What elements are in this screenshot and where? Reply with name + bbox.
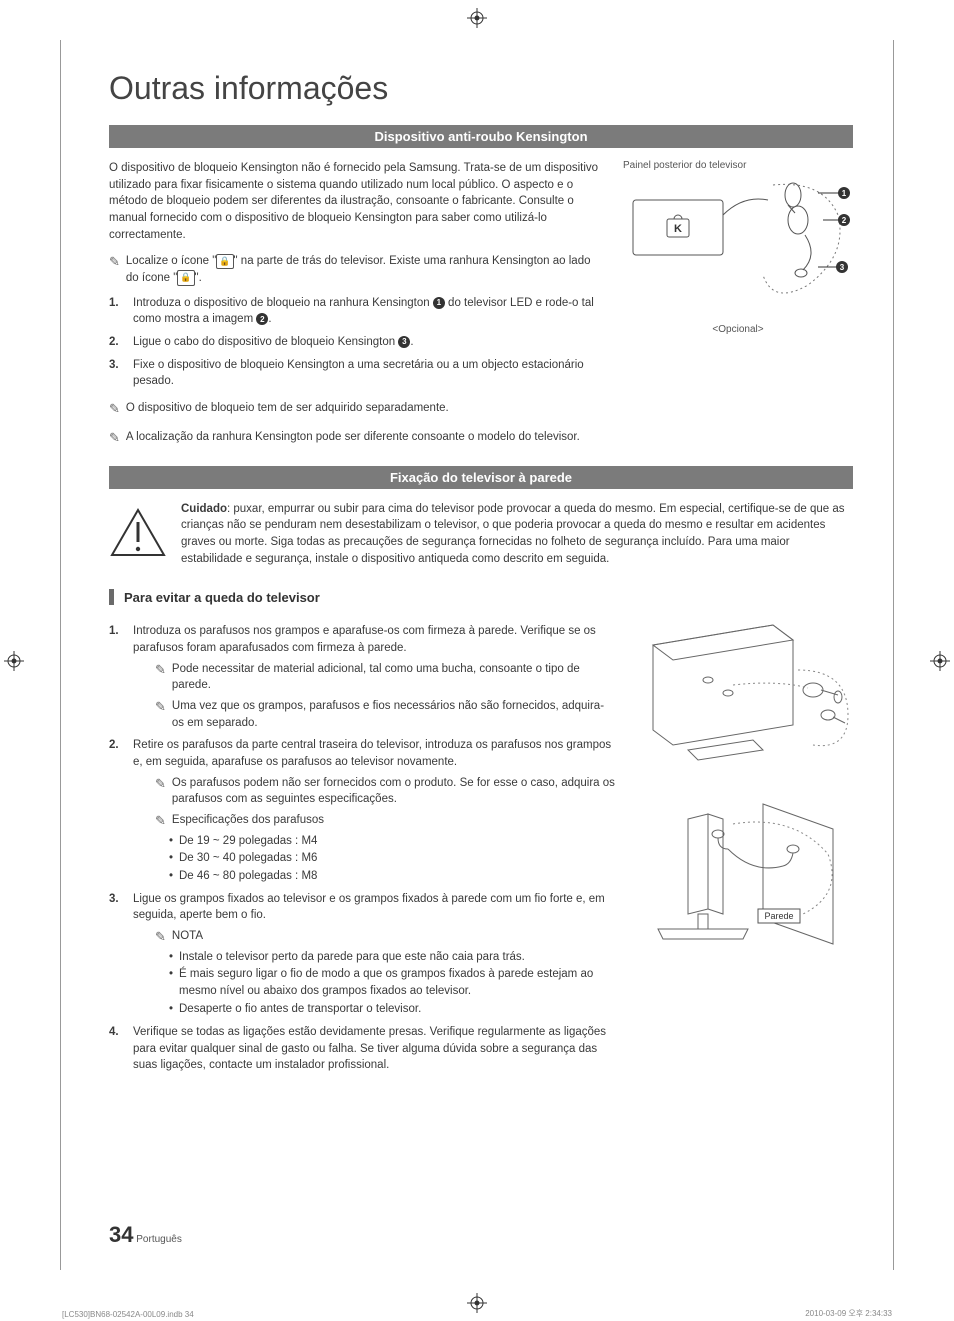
step-3: 3. Fixe o dispositivo de bloqueio Kensin… <box>109 357 605 390</box>
step-2: 2. Ligue o cabo do dispositivo de bloque… <box>109 334 605 351</box>
warning-icon <box>109 507 167 564</box>
subheading-tick-icon <box>109 589 114 605</box>
step-1: 1. Introduza o dispositivo de bloqueio n… <box>109 295 605 328</box>
note-icon: ✎ <box>155 775 166 808</box>
subheading-text: Para evitar a queda do televisor <box>124 590 320 605</box>
wall-illustrations: Parede <box>633 615 853 1074</box>
diagram-panel-label: Painel posterior do televisor <box>623 160 853 171</box>
registration-mark-icon <box>930 651 950 671</box>
locate-text: Localize o ícone "🔒" na parte de trás do… <box>126 253 605 286</box>
wall-step-2: 2. Retire os parafusos da parte central … <box>109 737 615 884</box>
note-icon: ✎ <box>109 253 120 286</box>
callout-3-icon: 3 <box>398 336 410 348</box>
section-bar-wall: Fixação do televisor à parede <box>109 466 853 489</box>
callout-2-icon: 2 <box>256 313 268 325</box>
wall-step-1: 1. Introduza os parafusos nos grampos e … <box>109 623 615 731</box>
section-bar-kensington: Dispositivo anti-roubo Kensington <box>109 125 853 148</box>
kensington-intro: O dispositivo de bloqueio Kensington não… <box>109 160 605 243</box>
wall-steps-col: 1. Introduza os parafusos nos grampos e … <box>109 615 615 1074</box>
locate-note: ✎ Localize o ícone "🔒" na parte de trás … <box>109 253 605 286</box>
svg-text:K: K <box>674 223 682 235</box>
svg-text:2: 2 <box>842 216 847 225</box>
subheading-row: Para evitar a queda do televisor <box>109 589 853 605</box>
kensington-icon: 🔒 <box>177 270 194 285</box>
svg-text:1: 1 <box>842 189 847 198</box>
wall-label: Parede <box>764 911 793 921</box>
page-frame: Outras informações Dispositivo anti-roub… <box>60 40 894 1270</box>
footer-left: [LC530]BN68-02542A-00L09.indb 34 <box>62 1310 194 1319</box>
wall-columns: 1. Introduza os parafusos nos grampos e … <box>109 615 853 1074</box>
note-icon: ✎ <box>109 429 120 448</box>
kensington-diagram: Painel posterior do televisor K <box>623 160 853 448</box>
caution-text: Cuidado: puxar, empurrar ou subir para c… <box>181 501 853 568</box>
nota-list: Instale o televisor perto da parede para… <box>169 949 615 1018</box>
nota-a: Instale o televisor perto da parede para… <box>169 949 615 966</box>
callout-1-icon: 1 <box>433 297 445 309</box>
wall-step-4: 4. Verifique se todas as ligações estão … <box>109 1024 615 1074</box>
page-content: Outras informações Dispositivo anti-roub… <box>61 40 893 1094</box>
diagram-optional-label: <Opcional> <box>623 324 853 335</box>
kensington-diagram-svg: K 1 2 3 <box>623 175 853 315</box>
registration-mark-icon <box>4 651 24 671</box>
note-icon: ✎ <box>155 698 166 731</box>
kens-note-1: ✎ O dispositivo de bloqueio tem de ser a… <box>109 400 605 419</box>
tv-wall-illustration: Parede <box>633 794 853 969</box>
screw-specs: De 19 ~ 29 polegadas : M4 De 30 ~ 40 pol… <box>169 833 615 885</box>
svg-text:3: 3 <box>840 263 845 272</box>
note-icon: ✎ <box>155 928 166 947</box>
footer-right: 2010-03-09 오후 2:34:33 <box>805 1308 892 1319</box>
registration-mark-icon <box>467 1293 487 1313</box>
kensington-row: O dispositivo de bloqueio Kensington não… <box>109 160 853 448</box>
note-icon: ✎ <box>155 661 166 694</box>
page-number: 34 Português <box>109 1222 182 1248</box>
nota-c: Desaperte o fio antes de transportar o t… <box>169 1001 615 1018</box>
caution-block: Cuidado: puxar, empurrar ou subir para c… <box>109 501 853 568</box>
page-title: Outras informações <box>109 70 853 107</box>
registration-mark-icon <box>467 8 487 28</box>
kensington-icon: 🔒 <box>216 254 233 269</box>
kensington-steps: 1. Introduza o dispositivo de bloqueio n… <box>109 295 605 390</box>
spec-1: De 19 ~ 29 polegadas : M4 <box>169 833 615 850</box>
kens-note-2: ✎ A localização da ranhura Kensington po… <box>109 429 605 448</box>
note-icon: ✎ <box>155 812 166 831</box>
wall-steps: 1. Introduza os parafusos nos grampos e … <box>109 623 615 1074</box>
spec-3: De 46 ~ 80 polegadas : M8 <box>169 868 615 885</box>
tv-back-illustration <box>633 615 853 780</box>
kensington-text: O dispositivo de bloqueio Kensington não… <box>109 160 605 448</box>
spec-2: De 30 ~ 40 polegadas : M6 <box>169 850 615 867</box>
wall-step-3: 3. Ligue os grampos fixados ao televisor… <box>109 891 615 1018</box>
nota-b: É mais seguro ligar o fio de modo a que … <box>169 966 615 1001</box>
note-icon: ✎ <box>109 400 120 419</box>
